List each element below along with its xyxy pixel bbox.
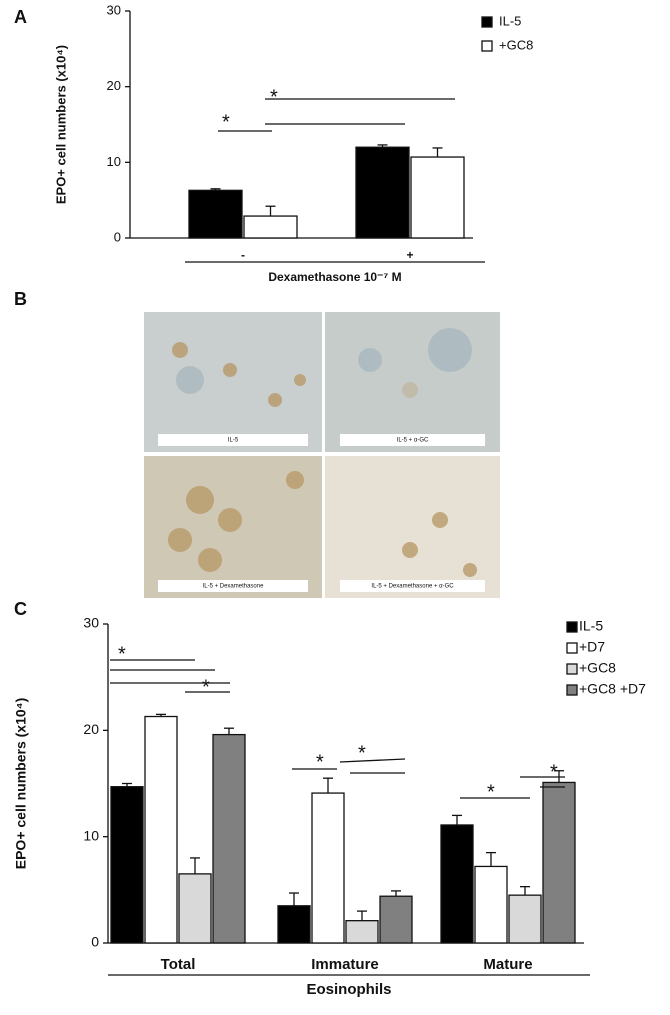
panel-label: C [14, 599, 27, 619]
bar [542, 781, 576, 944]
significance-line [339, 758, 406, 763]
bar [508, 894, 542, 944]
significance-star: * [550, 761, 558, 783]
image-caption-box [340, 434, 485, 446]
bar [277, 905, 311, 944]
legend-swatch [566, 663, 578, 675]
legend-swatch [481, 40, 493, 52]
panel-label: A [14, 7, 27, 27]
legend-swatch [481, 16, 493, 28]
legend-label: +D7 [579, 639, 605, 655]
significance-star: * [202, 676, 210, 698]
legend-label: +GC8 [579, 660, 616, 676]
y-tick-label: 10 [83, 827, 99, 843]
y-tick-label: 10 [107, 154, 121, 169]
x-axis-label: Dexamethasone 10⁻⁷ M [268, 270, 401, 284]
legend-swatch [566, 621, 578, 633]
legend-swatch [566, 684, 578, 696]
x-tick-label: - [241, 248, 245, 262]
micrograph [144, 312, 322, 452]
x-tick-label: Total [161, 956, 196, 973]
micrograph [325, 456, 500, 598]
y-tick-label: 20 [107, 78, 121, 93]
legend-swatch [566, 642, 578, 654]
significance-star: * [316, 751, 324, 773]
bar [311, 792, 345, 944]
bar [345, 920, 379, 944]
image-caption-box [158, 580, 308, 592]
image-caption-box [158, 434, 308, 446]
legend-label: IL-5 [499, 13, 521, 28]
bar [355, 146, 410, 239]
cells [176, 328, 472, 394]
x-axis-label: Eosinophils [306, 981, 391, 998]
y-axis-label: EPO+ cell numbers (x10⁴) [13, 698, 29, 870]
y-tick-label: 0 [114, 229, 121, 244]
micrograph [325, 312, 500, 452]
significance-star: * [358, 742, 366, 764]
panel-label: B [14, 289, 27, 309]
y-tick-label: 30 [83, 615, 99, 631]
x-tick-label: Immature [311, 956, 379, 973]
image-caption: IL-5 [228, 438, 239, 444]
legend-label: IL-5 [579, 618, 603, 634]
y-axis-label: EPO+ cell numbers (x10⁴) [53, 45, 68, 204]
bar [243, 215, 298, 239]
legend-label: +GC8 [499, 37, 533, 52]
significance-star: * [118, 643, 126, 665]
image-caption-box [340, 580, 485, 592]
y-tick-label: 20 [83, 721, 99, 737]
y-tick-label: 0 [91, 934, 99, 950]
bar [188, 189, 243, 239]
x-tick-label: + [406, 248, 413, 262]
significance-star: * [222, 111, 230, 133]
bar [110, 786, 144, 944]
bar [379, 895, 413, 944]
significance-star: * [487, 781, 495, 803]
bar [212, 733, 246, 944]
x-tick-label: Mature [483, 956, 532, 973]
image-caption: IL-5 + Dexamethasone + α-GC [371, 584, 454, 590]
bar [410, 156, 465, 239]
y-tick-label: 30 [107, 2, 121, 17]
cells [168, 342, 477, 577]
significance-star: * [270, 86, 278, 108]
legend-label: +GC8 +D7 [579, 681, 646, 697]
bar [440, 824, 474, 944]
bar [178, 873, 212, 944]
bar [474, 865, 508, 944]
bar [144, 715, 178, 944]
image-caption: IL-5 + α-GC [397, 438, 429, 444]
image-caption: IL-5 + Dexamethasone [203, 584, 265, 590]
